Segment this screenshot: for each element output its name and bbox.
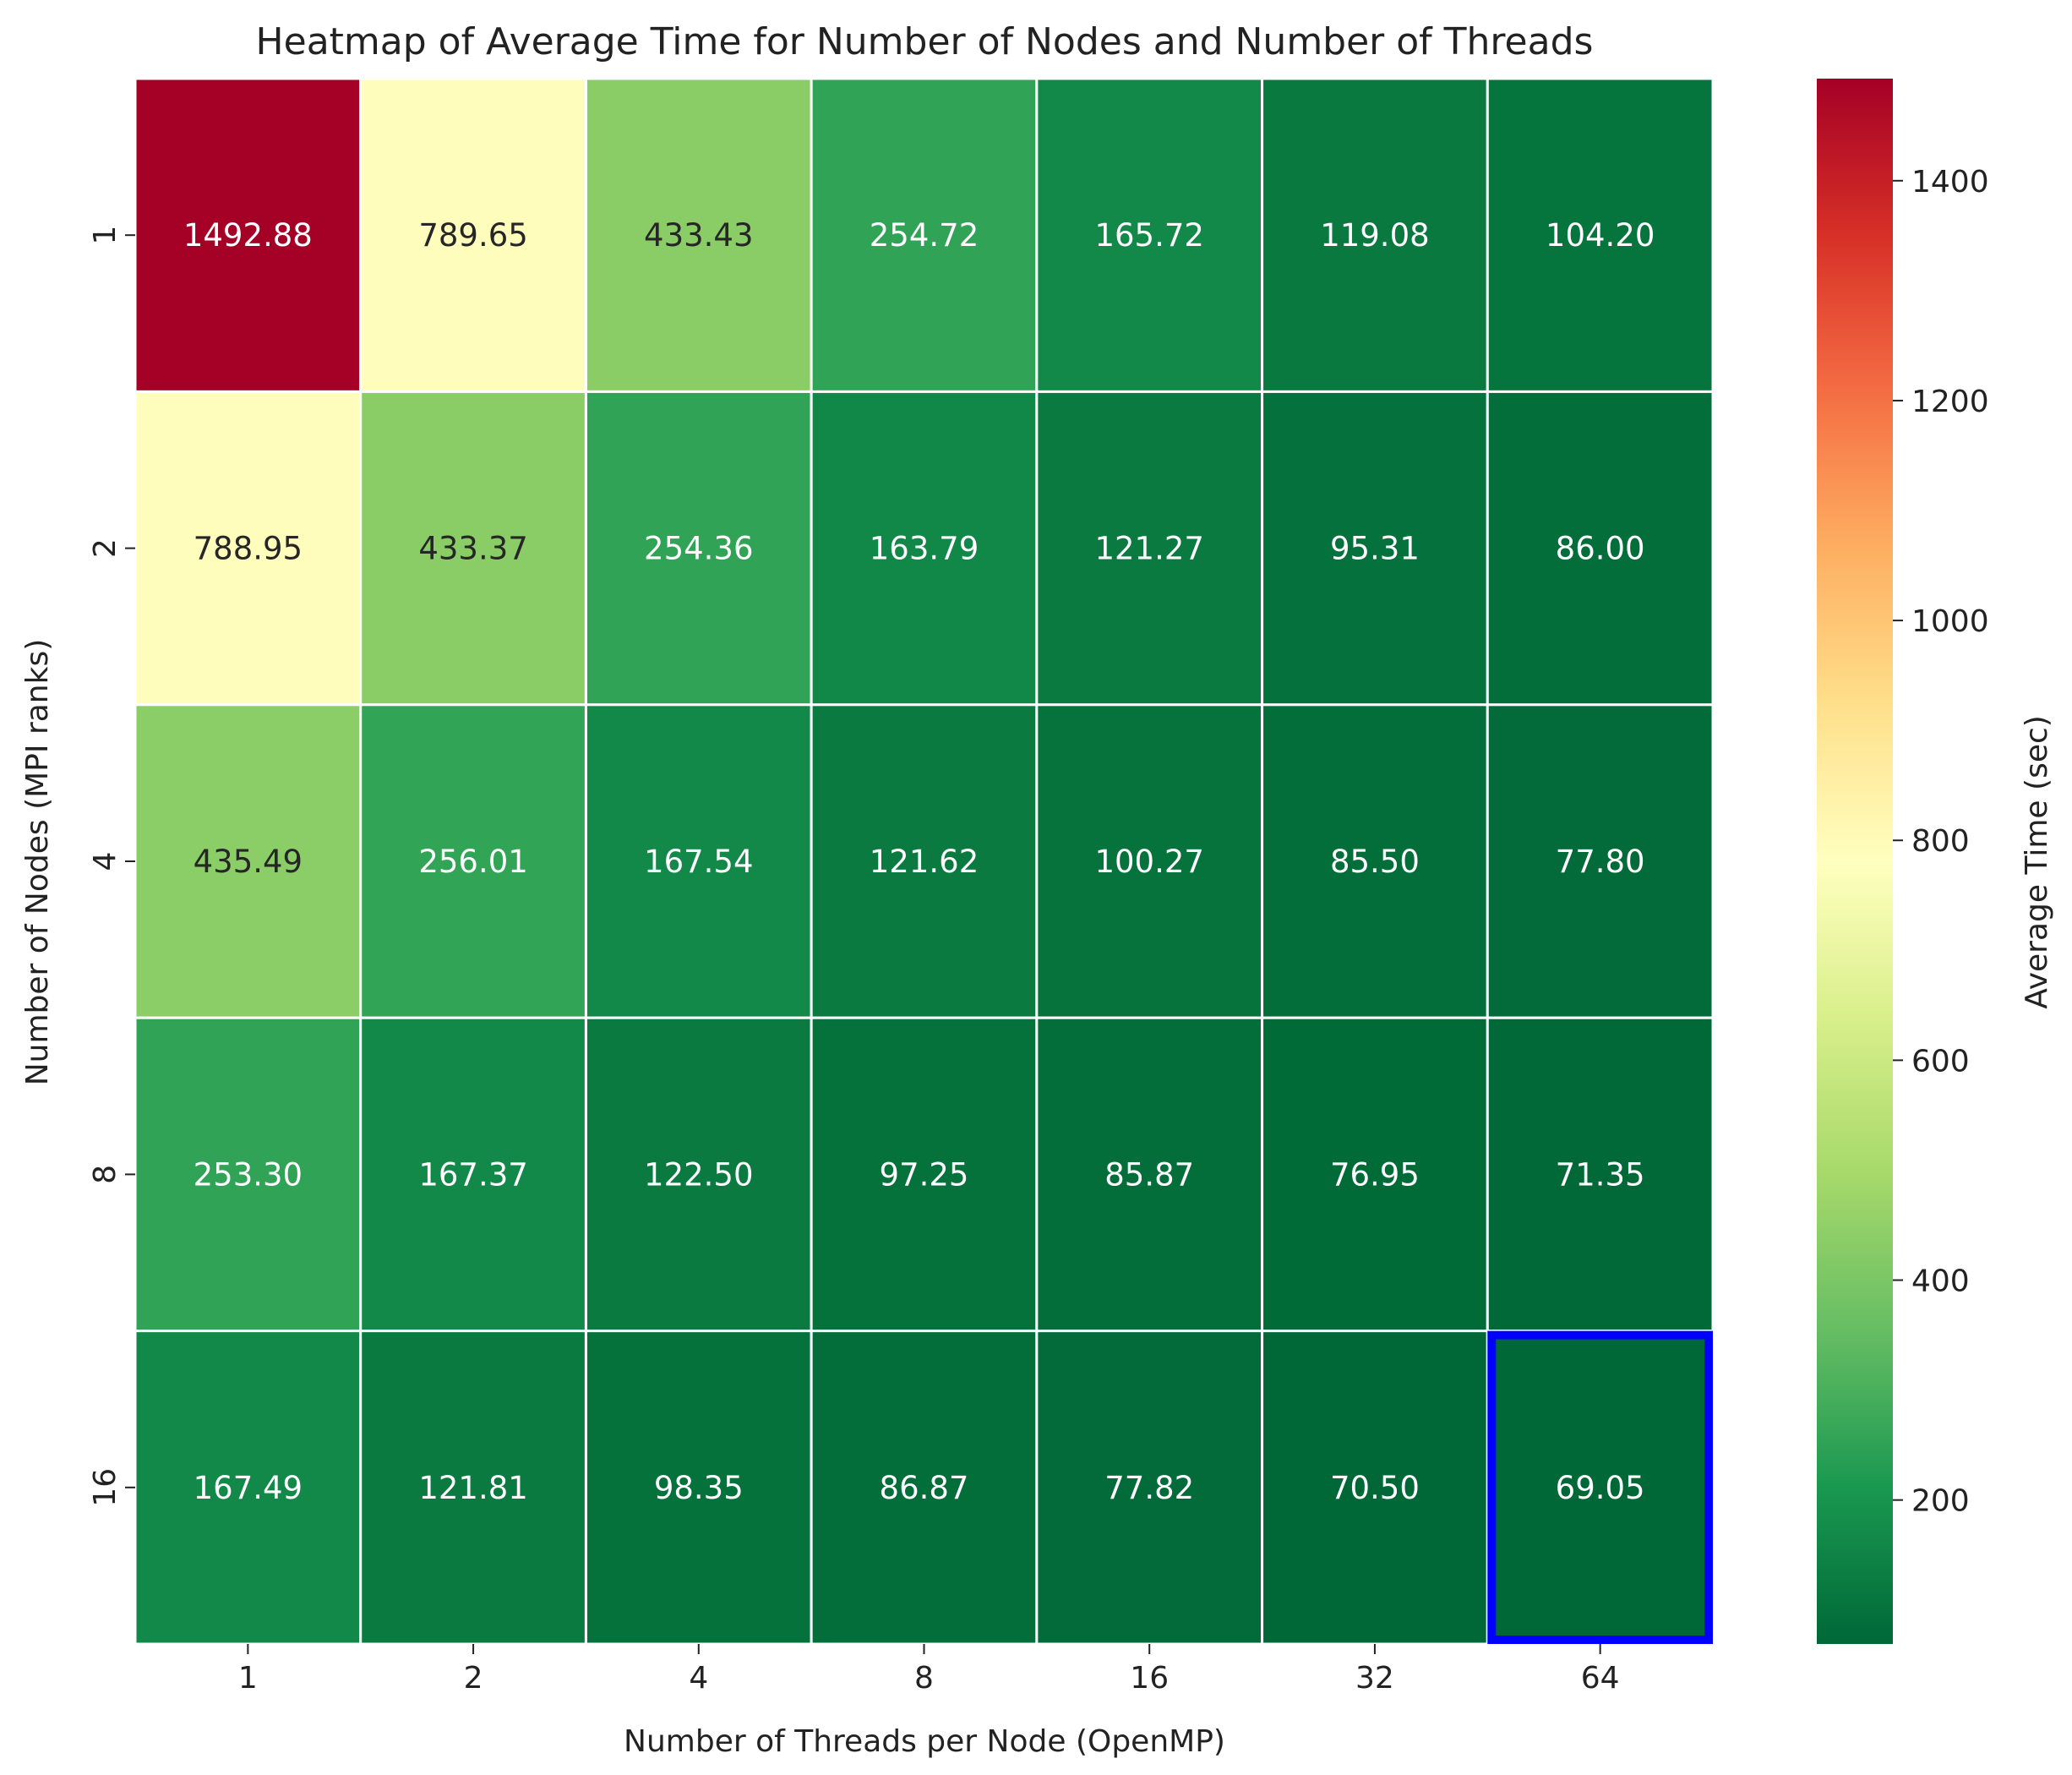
colorbar-tick-label: 1000: [1911, 604, 1989, 639]
x-tick-label: 8: [914, 1661, 934, 1696]
heatmap-cell: [134, 390, 363, 707]
x-tick-label: 1: [238, 1661, 258, 1696]
y-tick-label: 16: [88, 1468, 123, 1507]
y-tick-label: 2: [88, 538, 123, 558]
colorbar-tick-label: 600: [1911, 1044, 1970, 1079]
cell-value-label: 435.49: [194, 844, 303, 880]
heatmap-cell: [1486, 390, 1715, 707]
heatmap-cell: [584, 390, 813, 707]
cell-value-label: 167.37: [418, 1156, 527, 1193]
cell-value-label: 122.50: [644, 1156, 753, 1193]
heatmap-cell: [134, 1330, 363, 1646]
heatmap-cell: [810, 1016, 1039, 1333]
colorbar-tick-label: 1200: [1911, 385, 1989, 419]
cell-value-label: 98.35: [654, 1470, 744, 1506]
x-tick-label: 4: [689, 1661, 708, 1696]
cell-value-label: 789.65: [418, 217, 527, 254]
cell-value-label: 433.37: [418, 531, 527, 567]
cell-value-label: 86.00: [1556, 531, 1645, 567]
heatmap-cell: [1035, 390, 1264, 707]
cell-value-label: 167.49: [194, 1470, 303, 1506]
cell-value-label: 254.36: [644, 531, 753, 567]
x-axis-label: Number of Threads per Node (OpenMP): [624, 1724, 1225, 1759]
x-tick-label: 16: [1130, 1661, 1169, 1696]
chart-title: Heatmap of Average Time for Number of No…: [256, 20, 1594, 63]
heatmap-cell: [1486, 703, 1715, 1019]
heatmap-cell: [584, 77, 813, 393]
cell-value-label: 76.95: [1330, 1156, 1420, 1193]
cell-value-label: 77.80: [1556, 844, 1645, 880]
heatmap-cell: [1261, 1016, 1489, 1333]
y-axis-label: Number of Nodes (MPI ranks): [20, 639, 55, 1086]
cell-value-label: 256.01: [418, 844, 527, 880]
heatmap-cell: [1035, 77, 1264, 393]
colorbar-tick-label: 200: [1911, 1484, 1970, 1519]
colorbar-label: Average Time (sec): [2020, 715, 2054, 1009]
y-axis-ticks: 1 2 4 8 16: [88, 226, 135, 1507]
x-tick-label: 32: [1355, 1661, 1394, 1696]
highlight-layer: [1487, 1330, 1714, 1644]
cell-value-label: 70.50: [1330, 1470, 1420, 1506]
cell-value-label: 95.31: [1330, 531, 1420, 567]
cell-value-label: 121.62: [870, 844, 979, 880]
colorbar-tick-label: 1400: [1911, 165, 1989, 199]
heatmap-cell: [1261, 703, 1489, 1019]
x-tick-label: 2: [464, 1661, 483, 1696]
heatmap-cell: [810, 77, 1039, 393]
cell-value-label: 85.50: [1330, 844, 1420, 880]
cell-value-label: 85.87: [1104, 1156, 1194, 1193]
cell-value-label: 77.82: [1104, 1470, 1194, 1506]
cell-value-label: 253.30: [194, 1156, 303, 1193]
heatmap-cell: [584, 703, 813, 1019]
cell-value-label: 71.35: [1556, 1156, 1645, 1193]
cell-value-label: 100.27: [1094, 844, 1203, 880]
heatmap-cell: [359, 703, 587, 1019]
heatmap-cell: [810, 703, 1039, 1019]
cell-value-label: 1492.88: [183, 217, 313, 254]
heatmap-cell: [359, 77, 587, 393]
cell-value-label: 119.08: [1320, 217, 1429, 254]
y-tick-label: 4: [88, 852, 123, 871]
colorbar-tick-label: 800: [1911, 824, 1970, 859]
cell-value-label: 433.43: [644, 217, 753, 254]
y-tick-label: 1: [88, 226, 123, 245]
colorbar-ticks: 200 400 600 800 1000 1200 1400: [1893, 165, 1989, 1519]
heatmap-cell: [1486, 1016, 1715, 1333]
cell-value-label: 121.27: [1094, 531, 1203, 567]
heatmap-cell: [1486, 1330, 1715, 1646]
cell-value-label: 69.05: [1556, 1470, 1645, 1506]
colorbar: [1817, 79, 1893, 1644]
colorbar-tick-label: 400: [1911, 1264, 1970, 1299]
heatmap-cell-labels: 1492.88 789.65 433.43 254.72 165.72 119.08 104…: [183, 217, 1655, 1506]
highlight-box: [1487, 1330, 1714, 1644]
cell-value-label: 121.81: [418, 1470, 527, 1506]
heatmap-cell: [134, 77, 363, 393]
cell-value-label: 165.72: [1094, 217, 1203, 254]
x-axis-ticks: 1 2 4 8 16 32 64: [238, 1644, 1620, 1696]
cell-value-label: 104.20: [1546, 217, 1655, 254]
x-tick-label: 64: [1581, 1661, 1620, 1696]
y-tick-label: 8: [88, 1165, 123, 1184]
cell-value-label: 254.72: [870, 217, 979, 254]
cell-value-label: 163.79: [870, 531, 979, 567]
cell-value-label: 86.87: [880, 1470, 969, 1506]
cell-value-label: 97.25: [880, 1156, 969, 1193]
heatmap-cell: [1261, 390, 1489, 707]
heatmap-cell: [134, 1016, 363, 1333]
heatmap-cell: [359, 1016, 587, 1333]
heatmap-cell: [134, 703, 363, 1019]
heatmap-cell: [584, 1330, 813, 1646]
heatmap-cells: [134, 77, 1715, 1646]
heatmap-cell: [1035, 703, 1264, 1019]
cell-value-label: 167.54: [644, 844, 753, 880]
heatmap-cell: [1261, 77, 1489, 393]
cell-value-label: 788.95: [194, 531, 303, 567]
